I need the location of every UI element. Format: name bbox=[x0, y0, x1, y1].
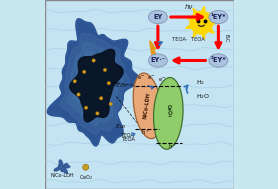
Polygon shape bbox=[193, 8, 197, 13]
Text: NiCo-LDH: NiCo-LDH bbox=[142, 92, 151, 119]
Polygon shape bbox=[73, 51, 117, 117]
Circle shape bbox=[92, 59, 95, 62]
Circle shape bbox=[83, 70, 86, 74]
Circle shape bbox=[96, 112, 99, 115]
Ellipse shape bbox=[148, 54, 167, 67]
Polygon shape bbox=[186, 17, 190, 20]
Text: ¹EY*: ¹EY* bbox=[210, 14, 226, 20]
Text: h$^+$: h$^+$ bbox=[168, 142, 177, 151]
Polygon shape bbox=[202, 34, 205, 39]
FancyBboxPatch shape bbox=[44, 0, 234, 189]
Circle shape bbox=[85, 106, 88, 109]
Circle shape bbox=[109, 102, 112, 106]
Polygon shape bbox=[214, 21, 218, 24]
Text: TEOA·  TEOA: TEOA· TEOA bbox=[172, 37, 205, 42]
Text: h$^+$: h$^+$ bbox=[141, 128, 150, 137]
Circle shape bbox=[73, 80, 76, 83]
Polygon shape bbox=[193, 33, 197, 37]
Ellipse shape bbox=[209, 54, 228, 67]
Text: e$^-$: e$^-$ bbox=[136, 74, 145, 82]
Polygon shape bbox=[150, 41, 159, 60]
Polygon shape bbox=[210, 12, 214, 16]
Text: H$_2$O: H$_2$O bbox=[196, 92, 210, 101]
Circle shape bbox=[77, 93, 80, 96]
Polygon shape bbox=[202, 6, 205, 11]
Polygon shape bbox=[47, 19, 140, 146]
Polygon shape bbox=[70, 49, 123, 122]
Text: CeO₂: CeO₂ bbox=[165, 104, 171, 117]
Polygon shape bbox=[186, 26, 190, 28]
Polygon shape bbox=[210, 29, 214, 33]
Circle shape bbox=[100, 97, 103, 100]
Polygon shape bbox=[66, 43, 123, 125]
Text: E$_{CB}$: E$_{CB}$ bbox=[115, 81, 127, 90]
Text: E$_{VB}$: E$_{VB}$ bbox=[115, 122, 127, 131]
Polygon shape bbox=[47, 19, 140, 146]
Text: NiCo-LDH: NiCo-LDH bbox=[51, 173, 74, 178]
Circle shape bbox=[107, 81, 110, 85]
Text: ²EY*: ²EY* bbox=[210, 57, 226, 64]
Text: e$^-$: e$^-$ bbox=[158, 76, 167, 84]
Ellipse shape bbox=[148, 10, 167, 24]
Text: hν: hν bbox=[184, 4, 193, 10]
Text: TEOA: TEOA bbox=[122, 137, 136, 142]
Ellipse shape bbox=[153, 77, 183, 149]
Text: EY: EY bbox=[153, 14, 163, 20]
Text: EY·⁻: EY·⁻ bbox=[150, 57, 165, 64]
Text: e$^-$: e$^-$ bbox=[147, 74, 156, 82]
Ellipse shape bbox=[209, 10, 228, 24]
Text: TEOA·: TEOA· bbox=[121, 133, 136, 138]
Text: H$_2$: H$_2$ bbox=[196, 78, 205, 87]
Circle shape bbox=[103, 68, 107, 72]
Ellipse shape bbox=[133, 73, 162, 139]
Text: CeO$_2$: CeO$_2$ bbox=[79, 173, 93, 182]
Circle shape bbox=[190, 11, 213, 34]
Circle shape bbox=[83, 164, 89, 170]
Polygon shape bbox=[60, 33, 129, 134]
Polygon shape bbox=[54, 160, 70, 173]
Text: ISC: ISC bbox=[224, 35, 229, 43]
